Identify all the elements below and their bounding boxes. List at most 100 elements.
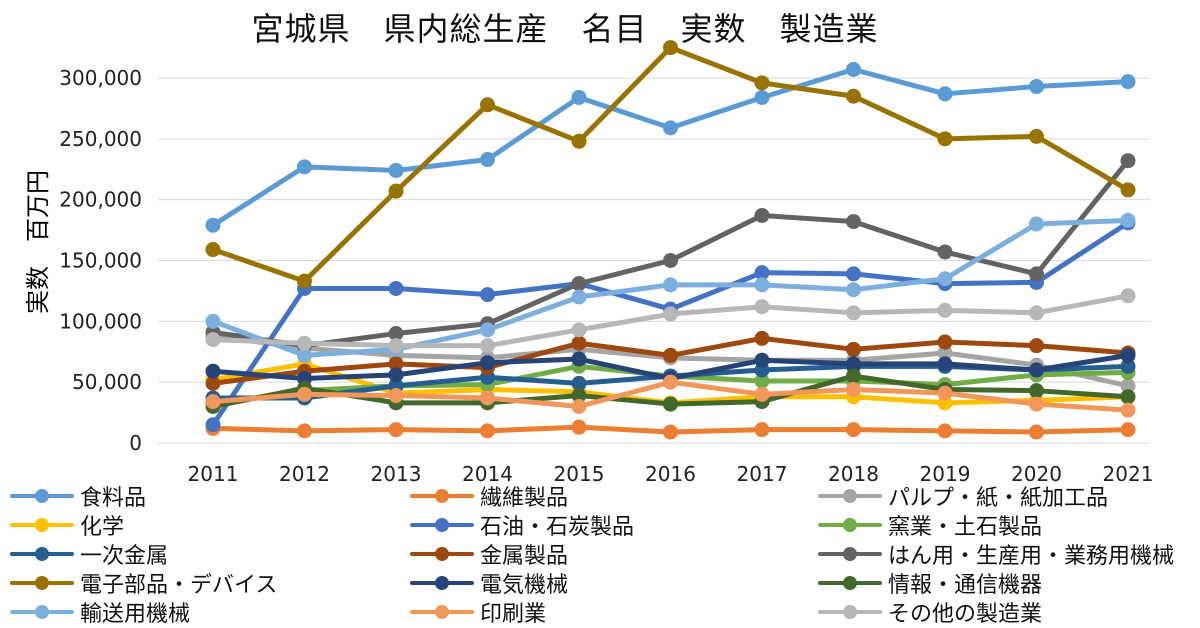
data-point <box>571 289 587 305</box>
legend-label: 繊維製品 <box>480 485 569 511</box>
data-point <box>937 86 953 102</box>
y-tick-label: 250,000 <box>59 127 142 151</box>
data-point <box>388 326 404 341</box>
legend-item: 一次金属 <box>10 540 168 569</box>
data-point <box>480 97 495 113</box>
data-point <box>571 335 587 351</box>
data-point <box>754 89 770 105</box>
data-point <box>1029 79 1044 95</box>
data-point <box>754 75 770 91</box>
data-point <box>846 341 861 357</box>
data-point <box>846 282 861 298</box>
data-point <box>846 214 861 230</box>
data-point <box>937 345 953 361</box>
data-point <box>1120 347 1136 363</box>
data-point <box>571 89 587 105</box>
legend-swatch <box>10 546 74 561</box>
data-point <box>205 394 221 410</box>
legend-item: 情報・通信機器 <box>818 569 1043 598</box>
data-point <box>480 152 495 168</box>
legend-label: 化学 <box>80 514 125 540</box>
data-point <box>388 422 404 438</box>
series-8 <box>205 153 1136 354</box>
data-point <box>1120 389 1136 405</box>
legend-label: パルプ・紙・紙加工品 <box>888 485 1109 511</box>
data-point <box>846 88 861 104</box>
data-point <box>754 386 770 402</box>
y-tick-labels: 0 50,000 100,000 150,000 200,000 250,000 300,0… <box>59 66 142 455</box>
legend-label: 石油・石炭製品 <box>480 514 635 540</box>
data-point <box>1120 153 1136 169</box>
series-line <box>212 45 1130 284</box>
x-tick-label: 2018 <box>828 462 879 486</box>
data-point <box>297 273 312 289</box>
data-point <box>754 422 770 438</box>
data-point <box>571 322 587 338</box>
legend-label: 情報・通信機器 <box>888 572 1043 598</box>
data-point <box>846 266 861 282</box>
legend-label: 窯業・土石製品 <box>888 514 1043 540</box>
series-1 <box>205 419 1136 440</box>
legend-swatch <box>818 575 882 590</box>
data-point <box>480 390 495 406</box>
y-tick-label: 100,000 <box>59 309 142 333</box>
y-tick-label: 300,000 <box>59 66 142 90</box>
data-point <box>663 374 678 390</box>
data-point <box>1120 74 1136 90</box>
legend-item: 金属製品 <box>410 540 569 569</box>
data-point <box>754 277 770 293</box>
data-point <box>663 253 678 268</box>
x-tick-label: 2014 <box>462 462 513 486</box>
legend: 食料品 繊維製品 パルプ・紙・紙加工品 化学 石油・石炭製品 窯業・土石製品 一次金属 金属製… <box>10 482 1190 628</box>
legend-swatch <box>410 488 474 503</box>
data-point <box>205 332 221 348</box>
data-point <box>937 244 953 260</box>
data-point <box>205 242 221 258</box>
legend-label: その他の製造業 <box>888 601 1043 627</box>
legend-item: 繊維製品 <box>410 482 569 511</box>
legend-item: 石油・石炭製品 <box>410 511 635 540</box>
data-point <box>205 363 221 379</box>
data-point <box>571 133 587 149</box>
legend-label: 輸送用機械 <box>80 601 191 627</box>
data-point <box>388 356 404 372</box>
data-point <box>937 423 953 439</box>
data-point <box>297 386 312 402</box>
data-point <box>297 423 312 439</box>
x-tick-label: 2015 <box>554 462 605 486</box>
legend-item: 電子部品・デバイス <box>10 569 277 598</box>
legend-label: 金属製品 <box>480 543 569 569</box>
data-point <box>571 419 587 435</box>
data-point <box>571 276 587 292</box>
data-point <box>1120 358 1136 374</box>
data-point <box>846 368 861 384</box>
legend-swatch <box>10 488 74 503</box>
data-point <box>205 417 221 433</box>
x-tick-label: 2019 <box>920 462 971 486</box>
data-point <box>205 313 221 329</box>
legend-swatch <box>818 546 882 561</box>
data-point <box>205 375 221 391</box>
y-tick-label: 50,000 <box>72 370 142 394</box>
legend-label: 印刷業 <box>480 601 547 627</box>
data-point <box>846 381 861 397</box>
series-13 <box>205 374 1136 418</box>
y-tick-label: 0 <box>129 431 142 455</box>
data-point <box>846 61 861 77</box>
data-point <box>297 335 312 351</box>
data-point <box>1029 338 1044 354</box>
legend-item: その他の製造業 <box>818 598 1043 627</box>
data-point <box>937 385 953 401</box>
data-point <box>754 352 770 368</box>
legend-item: 輸送用機械 <box>10 598 191 627</box>
legend-swatch <box>10 517 74 532</box>
data-point <box>937 356 953 372</box>
data-point <box>1029 305 1044 321</box>
legend-swatch <box>10 575 74 590</box>
x-tick-label: 2017 <box>737 462 788 486</box>
data-point <box>937 131 953 147</box>
data-point <box>1029 216 1044 232</box>
legend-item: パルプ・紙・紙加工品 <box>818 482 1109 511</box>
y-axis-label: 実数 百万円 <box>24 170 52 314</box>
data-point <box>663 40 678 56</box>
